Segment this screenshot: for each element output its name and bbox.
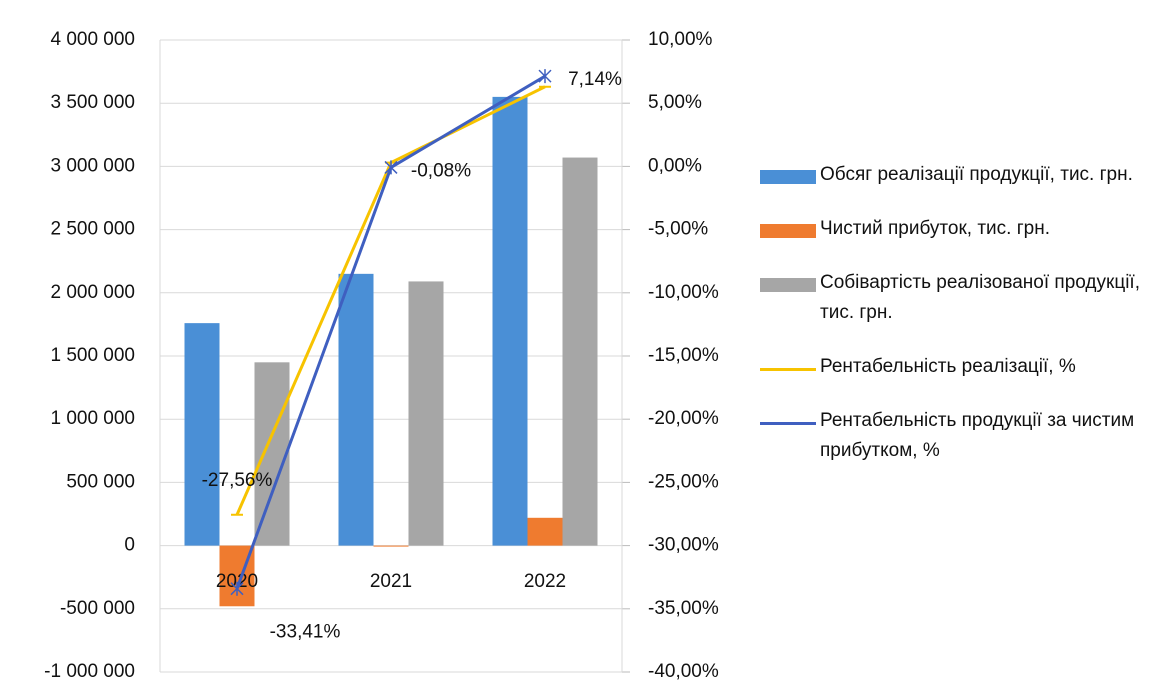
y2-tick-label: 10,00%: [648, 29, 713, 50]
legend-label: Рентабельність продукції за чистим прибу…: [820, 410, 1135, 461]
x-tick-label: 2020: [216, 571, 258, 592]
bar: [338, 273, 374, 546]
y2-tick-label: -20,00%: [648, 408, 719, 429]
bar: [492, 96, 528, 546]
y-tick-label: 500 000: [66, 471, 135, 492]
y-tick-label: 1 000 000: [50, 408, 135, 429]
legend-label: Собівартість реалізованої продукції, тис…: [820, 272, 1140, 323]
bar: [373, 545, 409, 547]
y-tick-label: 3 500 000: [50, 92, 135, 113]
legend: Обсяг реалізації продукції, тис. грн. Чис…: [760, 160, 1145, 490]
x-tick-label: 2021: [370, 571, 412, 592]
legend-item: Обсяг реалізації продукції, тис. грн.: [760, 160, 1145, 190]
legend-item: Рентабельність продукції за чистим прибу…: [760, 406, 1145, 466]
marker: [384, 160, 398, 175]
y-tick-label: 3 000 000: [50, 155, 135, 176]
legend-swatch: [760, 224, 816, 238]
data-label: -27,56%: [202, 470, 273, 491]
marker: [538, 69, 552, 84]
y2-tick-label: -15,00%: [648, 345, 719, 366]
y2-tick-label: -10,00%: [648, 282, 719, 303]
y2-tick-label: -25,00%: [648, 471, 719, 492]
legend-swatch: [760, 170, 816, 184]
y2-tick-label: 0,00%: [648, 155, 702, 176]
bar: [527, 517, 563, 546]
legend-swatch: [760, 278, 816, 292]
y2-tick-label: -35,00%: [648, 598, 719, 619]
y2-tick-label: -40,00%: [648, 661, 719, 682]
y-tick-label: -1 000 000: [44, 661, 135, 682]
y-tick-label: 4 000 000: [50, 29, 135, 50]
bar: [562, 157, 598, 546]
legend-label: Чистий прибуток, тис. грн.: [820, 218, 1050, 239]
y2-tick-label: -5,00%: [648, 219, 708, 240]
y-tick-label: -500 000: [60, 598, 135, 619]
data-label: -0,08%: [411, 160, 471, 181]
y2-tick-label: 5,00%: [648, 92, 702, 113]
legend-swatch: [760, 368, 816, 371]
marker: [230, 581, 244, 596]
y2-tick-label: -30,00%: [648, 535, 719, 556]
y-tick-label: 1 500 000: [50, 345, 135, 366]
legend-item: Чистий прибуток, тис. грн.: [760, 214, 1145, 244]
bar: [408, 281, 444, 546]
y-tick-label: 2 500 000: [50, 219, 135, 240]
data-label: 7,14%: [568, 69, 622, 90]
data-label: -33,41%: [270, 622, 341, 643]
bar: [184, 323, 220, 546]
legend-item: Рентабельність реалізації, %: [760, 352, 1145, 382]
legend-item: Собівартість реалізованої продукції, тис…: [760, 268, 1145, 328]
legend-label: Рентабельність реалізації, %: [820, 356, 1076, 377]
bar: [254, 362, 290, 546]
x-tick-label: 2022: [524, 571, 566, 592]
y-tick-label: 0: [124, 535, 135, 556]
legend-label: Обсяг реалізації продукції, тис. грн.: [820, 164, 1133, 185]
y-tick-label: 2 000 000: [50, 282, 135, 303]
legend-swatch: [760, 422, 816, 425]
